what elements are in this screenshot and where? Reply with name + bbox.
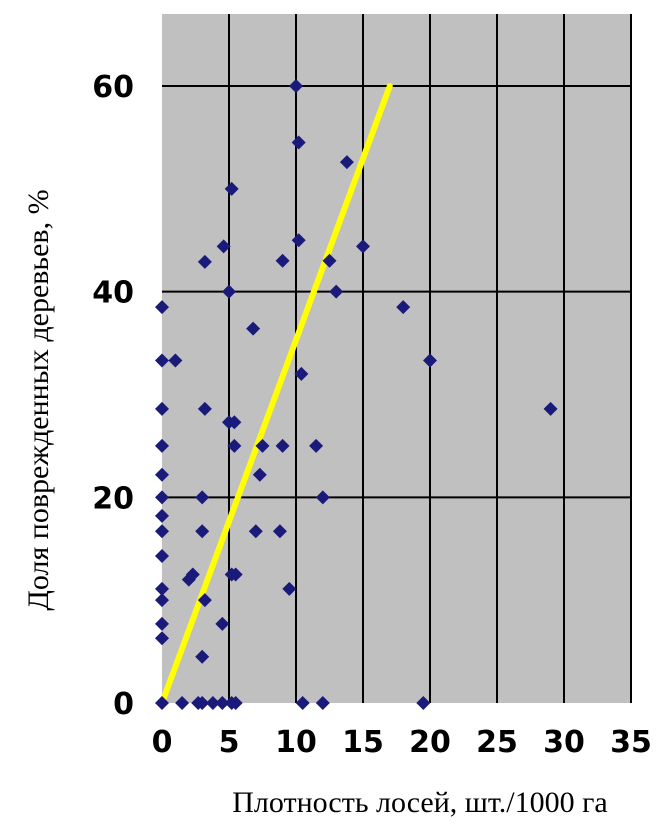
data-point: [294, 366, 309, 381]
data-point: [216, 239, 231, 254]
data-point: [195, 524, 210, 539]
data-point: [222, 284, 236, 299]
data-point: [197, 401, 212, 416]
data-point: [396, 300, 411, 315]
data-point: [195, 649, 210, 664]
grid-lines: [162, 14, 632, 703]
data-point: [309, 438, 324, 453]
data-point: [246, 321, 261, 336]
data-point: [291, 233, 306, 248]
data-point: [252, 467, 267, 482]
data-point: [423, 353, 437, 368]
x-tick-label: 25: [476, 725, 518, 760]
data-point: [195, 696, 210, 710]
data-point: [315, 490, 330, 505]
y-tick-label: 60: [92, 70, 134, 105]
data-point: [155, 524, 169, 539]
plot-area: [162, 14, 631, 703]
x-tick-label: 20: [409, 725, 451, 760]
data-points: [155, 78, 558, 710]
data-point: [155, 631, 169, 646]
data-point: [185, 567, 200, 582]
data-point: [339, 155, 354, 170]
x-tick-label: 30: [543, 725, 585, 760]
data-point: [215, 616, 230, 631]
data-point: [255, 438, 270, 453]
data-point: [248, 524, 263, 539]
data-point: [155, 353, 169, 368]
x-tick-label: 0: [152, 725, 173, 760]
data-point: [272, 524, 287, 539]
data-point: [155, 696, 169, 710]
data-point: [155, 438, 169, 453]
data-point: [205, 696, 220, 710]
x-tick-label: 35: [610, 725, 652, 760]
data-point: [275, 253, 290, 268]
data-point: [322, 253, 337, 268]
data-point: [228, 567, 243, 582]
x-tick-label: 5: [219, 725, 240, 760]
data-point: [329, 284, 344, 299]
data-point: [155, 508, 169, 523]
y-axis-label: Доля поврежденных деревьев, %: [22, 189, 55, 610]
x-axis-label: Плотность лосей, шт./1000 га: [232, 786, 607, 819]
data-point: [155, 593, 169, 608]
y-tick-label: 40: [92, 276, 134, 311]
x-tick-label: 15: [342, 725, 384, 760]
data-point: [155, 467, 169, 482]
data-point: [416, 696, 431, 710]
data-point: [227, 438, 242, 453]
data-point: [543, 401, 558, 416]
data-point: [282, 581, 297, 596]
data-point: [275, 438, 290, 453]
data-point: [197, 254, 212, 269]
data-point: [227, 415, 242, 430]
data-point: [197, 593, 212, 608]
y-tick-label: 20: [92, 481, 134, 516]
data-point: [315, 696, 330, 710]
data-point: [289, 78, 303, 93]
data-point: [155, 581, 169, 596]
data-point: [195, 490, 210, 505]
x-tick-label: 10: [275, 725, 317, 760]
y-tick-labels: 0 20 40 60: [92, 70, 134, 722]
data-point: [175, 696, 190, 710]
x-tick-labels: 0 5 10 15 20 25 30 35: [152, 725, 652, 760]
data-point: [356, 239, 370, 254]
y-tick-label: 0: [113, 687, 134, 722]
data-point: [155, 490, 169, 505]
data-point: [155, 300, 169, 315]
data-point: [295, 696, 310, 710]
data-point: [155, 401, 169, 416]
data-point: [224, 181, 239, 196]
data-point: [155, 548, 169, 563]
data-point: [168, 353, 183, 368]
data-point: [155, 616, 169, 631]
data-point: [291, 135, 306, 150]
data-point: [215, 696, 230, 710]
data-point: [228, 696, 243, 710]
